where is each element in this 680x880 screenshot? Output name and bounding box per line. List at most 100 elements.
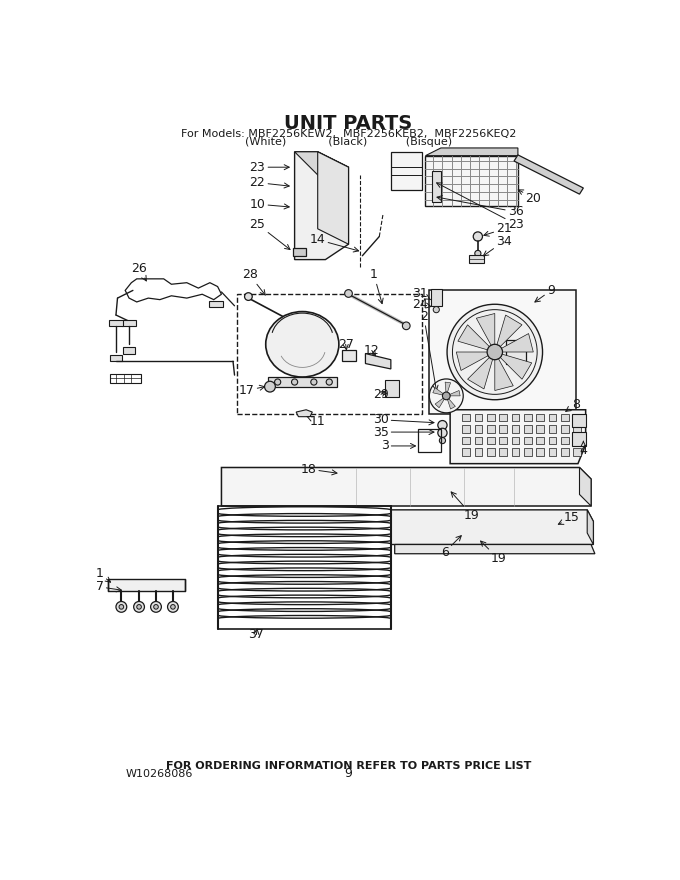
Circle shape (438, 421, 447, 429)
Bar (462, 425, 470, 433)
Bar (537, 436, 544, 444)
Polygon shape (450, 391, 460, 396)
Polygon shape (477, 313, 495, 345)
Bar (549, 436, 556, 444)
Circle shape (447, 304, 543, 400)
Bar (462, 436, 470, 444)
Bar (512, 448, 520, 456)
Bar (123, 348, 135, 354)
Polygon shape (579, 467, 591, 506)
Text: 36: 36 (437, 195, 524, 218)
Text: 8: 8 (566, 398, 580, 411)
Text: 4: 4 (579, 441, 588, 457)
Text: 7: 7 (96, 580, 121, 593)
Bar (499, 436, 507, 444)
Bar (537, 414, 544, 422)
Circle shape (345, 290, 352, 297)
Text: 21: 21 (484, 223, 512, 236)
Circle shape (116, 602, 126, 612)
Polygon shape (365, 354, 391, 369)
Bar (499, 425, 507, 433)
Circle shape (245, 293, 252, 300)
Text: 29: 29 (373, 388, 389, 401)
Bar (561, 414, 568, 422)
Circle shape (119, 605, 124, 609)
Polygon shape (429, 290, 576, 414)
Bar (537, 425, 544, 433)
Bar (573, 414, 581, 422)
Text: (White)            (Black)           (Bisque): (White) (Black) (Bisque) (245, 136, 452, 147)
Polygon shape (468, 357, 492, 389)
Text: 23: 23 (437, 183, 524, 231)
Text: 18: 18 (301, 463, 337, 475)
Polygon shape (391, 510, 594, 545)
Text: 19: 19 (481, 541, 506, 565)
Circle shape (487, 344, 503, 360)
Polygon shape (447, 399, 456, 409)
Text: 2: 2 (420, 310, 438, 391)
Circle shape (429, 379, 463, 413)
Circle shape (403, 322, 410, 330)
Bar (499, 448, 507, 456)
Bar (487, 425, 495, 433)
Polygon shape (507, 341, 526, 363)
Bar (487, 448, 495, 456)
Bar (418, 429, 441, 452)
Circle shape (311, 379, 317, 385)
Polygon shape (222, 467, 591, 506)
Bar (475, 425, 483, 433)
Bar (572, 432, 585, 446)
Polygon shape (394, 545, 595, 554)
Circle shape (150, 602, 161, 612)
Text: 1: 1 (370, 268, 383, 304)
Bar (109, 355, 122, 361)
Polygon shape (268, 378, 337, 386)
Bar (524, 436, 532, 444)
Text: UNIT PARTS: UNIT PARTS (284, 114, 413, 133)
Text: 35: 35 (373, 426, 434, 438)
Bar (524, 425, 532, 433)
Bar (549, 414, 556, 422)
Circle shape (167, 602, 178, 612)
Polygon shape (514, 155, 583, 194)
Bar (561, 448, 568, 456)
Polygon shape (500, 354, 532, 379)
Circle shape (134, 602, 144, 612)
Bar (386, 379, 399, 397)
Polygon shape (294, 151, 348, 182)
Bar (549, 425, 556, 433)
Circle shape (443, 392, 450, 400)
Circle shape (265, 381, 275, 392)
Circle shape (439, 437, 445, 444)
Text: 30: 30 (373, 414, 434, 426)
Text: 14: 14 (309, 233, 358, 252)
Text: 27: 27 (338, 338, 354, 351)
Bar (431, 289, 443, 306)
Polygon shape (497, 315, 522, 347)
Bar (512, 414, 520, 422)
Text: 10: 10 (250, 198, 289, 210)
Polygon shape (426, 156, 518, 206)
Circle shape (473, 232, 483, 241)
Circle shape (326, 379, 333, 385)
Text: 34: 34 (483, 235, 512, 256)
Polygon shape (342, 350, 356, 361)
Bar (237, 294, 422, 414)
Text: 37: 37 (248, 628, 265, 642)
Bar (524, 448, 532, 456)
Text: 24: 24 (412, 297, 431, 311)
Circle shape (433, 306, 439, 312)
Bar (432, 171, 441, 202)
Circle shape (137, 605, 141, 609)
Text: 15: 15 (558, 511, 580, 524)
Bar (573, 425, 581, 433)
Bar (462, 414, 470, 422)
Polygon shape (432, 388, 443, 395)
Polygon shape (296, 410, 312, 416)
Bar (524, 414, 532, 422)
Bar (475, 414, 483, 422)
Bar (475, 448, 483, 456)
Circle shape (154, 605, 158, 609)
Text: 9: 9 (535, 284, 555, 302)
Polygon shape (293, 248, 306, 256)
